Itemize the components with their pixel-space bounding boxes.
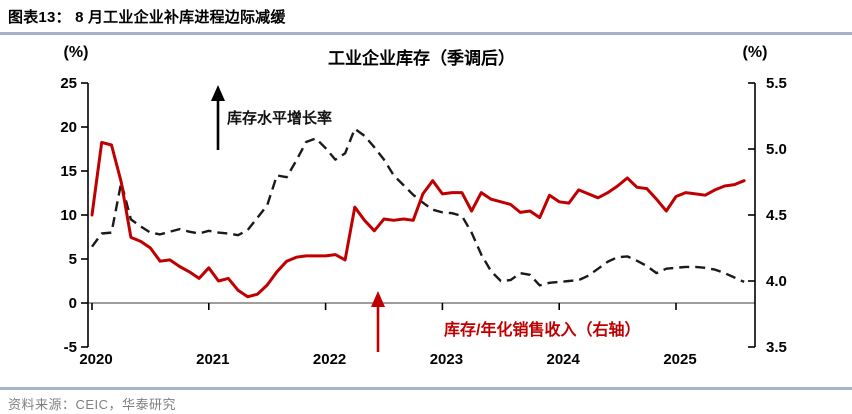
figure-footer: 资料来源：CEIC，华泰研究 [0, 387, 852, 413]
right-axis-tick-label: 4.5 [766, 207, 787, 224]
x-axis-tick-label: 2025 [663, 351, 696, 368]
left-axis-tick-label: 20 [60, 119, 77, 136]
figure-title: 8 月工业企业补库进程边际减缓 [75, 9, 286, 26]
right-axis-tick-label: 5.5 [766, 75, 787, 92]
left-axis-tick-label: 15 [60, 163, 77, 180]
figure-number: 图表13： [8, 9, 71, 26]
source-text: 资料来源：CEIC，华泰研究 [8, 397, 177, 412]
red-up-arrow-head [371, 291, 385, 307]
x-axis-tick-label: 2024 [547, 351, 581, 368]
left-axis-unit-label: (%) [63, 44, 89, 61]
series-line-red-solid [90, 140, 746, 299]
black-series-annotation: 库存水平增长率 [227, 110, 333, 127]
x-axis-tick-label: 2020 [79, 351, 112, 368]
left-axis-tick-label: 0 [69, 295, 77, 312]
chart-title: 工业企业库存（季调后） [328, 49, 515, 68]
right-axis-tick-label: 3.5 [766, 339, 787, 356]
left-axis-tick-label: -5 [64, 339, 77, 356]
red-series-annotation: 库存/年化销售收入（右轴） [444, 322, 641, 339]
left-axis-tick-label: 5 [69, 251, 77, 268]
x-axis-tick-label: 2022 [313, 351, 346, 368]
x-axis-tick-label: 2023 [430, 351, 463, 368]
left-axis-tick-label: 10 [60, 207, 77, 224]
right-axis-unit-label: (%) [742, 44, 768, 61]
x-axis-tick-label: 2021 [196, 351, 229, 368]
black-up-arrow-head [211, 85, 225, 101]
right-axis-tick-label: 5.0 [766, 141, 787, 158]
figure-header: 图表13： 8 月工业企业补库进程边际减缓 [0, 0, 852, 35]
left-axis-tick-label: 25 [60, 75, 77, 92]
right-axis-tick-label: 4.0 [766, 273, 787, 290]
